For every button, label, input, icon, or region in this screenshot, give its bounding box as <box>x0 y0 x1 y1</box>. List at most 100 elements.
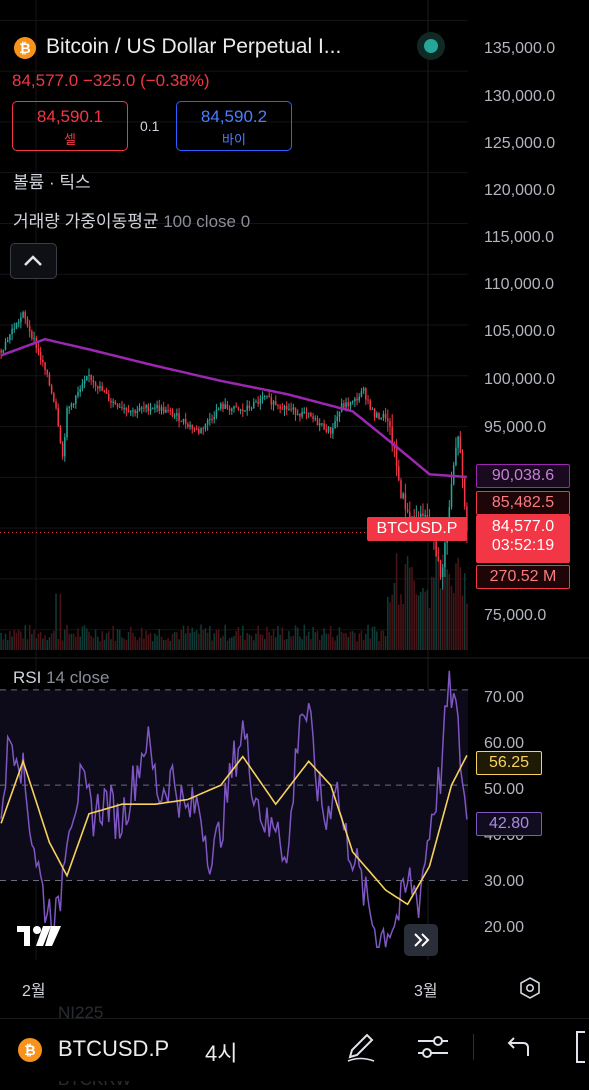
volume-bar <box>26 639 29 650</box>
candle-body <box>450 484 453 508</box>
last-price: 84,577.0 <box>491 518 555 535</box>
candle-body <box>213 416 215 420</box>
sliders-icon[interactable] <box>416 1032 450 1062</box>
candle-body <box>253 402 255 408</box>
candle-body <box>338 411 341 417</box>
candle-body <box>112 401 114 403</box>
candle-body <box>336 416 339 422</box>
volume-bar <box>393 582 396 650</box>
volume-bar <box>435 546 437 650</box>
volume-bar <box>171 633 174 650</box>
sell-price: 84,590.1 <box>36 107 104 126</box>
high-value-tag: 85,482.5 <box>476 491 570 515</box>
candle-body <box>406 509 409 512</box>
candle-body <box>138 407 141 411</box>
bitcoin-icon: ₿ <box>14 37 36 59</box>
volume-bar <box>369 638 371 650</box>
volume-bar <box>202 630 205 650</box>
volume-bar <box>325 633 328 650</box>
volume-bar <box>123 638 125 650</box>
scroll-to-realtime-button[interactable] <box>404 924 438 956</box>
hexagon-settings-icon[interactable] <box>519 977 541 999</box>
volume-bar <box>200 624 202 650</box>
candle-body <box>75 396 77 404</box>
rsi-tick: 30.00 <box>484 873 525 890</box>
volume-bar <box>334 640 336 650</box>
candle-body <box>422 513 424 517</box>
volume-bar <box>279 634 281 650</box>
rsi-ma-value-tag: 56.25 <box>476 751 542 775</box>
volume-bar <box>61 640 64 650</box>
volume-bar <box>259 634 262 650</box>
volume-bar <box>231 637 233 650</box>
volume-bar <box>424 591 426 650</box>
undo-arrow-icon[interactable] <box>503 1034 531 1060</box>
candle-body <box>325 429 328 432</box>
volume-bar <box>266 626 268 650</box>
collapse-indicators-button[interactable] <box>10 243 57 279</box>
price-change: 84,577.0 −325.0 (−0.38%) <box>12 71 210 90</box>
volume-indicator-label[interactable]: 볼륨 · 틱스 <box>13 173 91 192</box>
candle-body <box>154 407 156 409</box>
candle-body <box>283 406 286 410</box>
candle-body <box>294 407 297 415</box>
volume-bar <box>204 628 207 650</box>
chevron-up-icon <box>24 255 42 266</box>
volume-bar <box>261 634 264 650</box>
volume-bar <box>378 640 380 650</box>
candle-body <box>242 409 244 412</box>
candle-body <box>123 407 125 409</box>
volume-bar <box>272 628 275 650</box>
volume-bar <box>6 639 9 650</box>
rsi-indicator-label[interactable]: RSI 14 close <box>13 668 109 688</box>
volume-bar <box>189 632 191 650</box>
candle-body <box>332 428 334 434</box>
volume-bar <box>358 633 361 650</box>
vwma-indicator-label[interactable]: 거래량 가중이동평균 100 close 0 <box>13 207 250 232</box>
candle-body <box>235 406 237 408</box>
spread-value: 0.1 <box>140 118 160 134</box>
candle-body <box>261 396 264 399</box>
candle-body <box>209 419 211 421</box>
volume-bar <box>167 638 169 650</box>
candle-body <box>92 379 95 383</box>
candle-body <box>321 423 323 425</box>
volume-bar <box>356 641 358 650</box>
symbol-title[interactable]: Bitcoin / US Dollar Perpetual I... <box>46 35 342 58</box>
sell-button[interactable]: 84,590.1 셀 <box>12 101 128 151</box>
candle-body <box>64 437 66 457</box>
symbol-selector[interactable]: BTCUSD.P <box>58 1036 170 1061</box>
volume-bar <box>343 633 345 650</box>
candle-body <box>81 383 84 389</box>
candle-body <box>33 337 35 339</box>
timeframe-selector[interactable]: 4시 <box>205 1041 238 1066</box>
bottom-toolbar <box>0 1018 589 1081</box>
candle-body <box>367 399 369 401</box>
volume-bar <box>413 580 415 650</box>
candle-body <box>400 480 402 499</box>
candle-body <box>129 410 132 413</box>
last-price-tag: 84,577.0 03:52:19 <box>476 515 570 563</box>
volume-bar <box>103 639 106 650</box>
candle-body <box>343 403 345 408</box>
volume-bar <box>281 627 284 650</box>
bracket-layout-icon[interactable] <box>571 1030 589 1064</box>
volume-bar <box>351 631 354 650</box>
volume-bar <box>83 625 86 650</box>
pen-draw-icon[interactable] <box>344 1030 378 1064</box>
candle-body <box>11 328 13 335</box>
buy-button[interactable]: 84,590.2 바이 <box>176 101 292 151</box>
volume-bar <box>360 630 363 650</box>
volume-bar <box>206 632 209 650</box>
volume-bar <box>296 627 299 650</box>
rsi-tick: 60.00 <box>484 735 525 752</box>
candle-body <box>215 409 218 417</box>
volume-bar <box>48 637 51 650</box>
candle-body <box>259 398 262 404</box>
candle-body <box>156 405 158 408</box>
volume-bar <box>437 549 440 650</box>
candle-body <box>358 396 361 401</box>
volume-bar <box>46 639 49 650</box>
candle-body <box>68 406 70 409</box>
